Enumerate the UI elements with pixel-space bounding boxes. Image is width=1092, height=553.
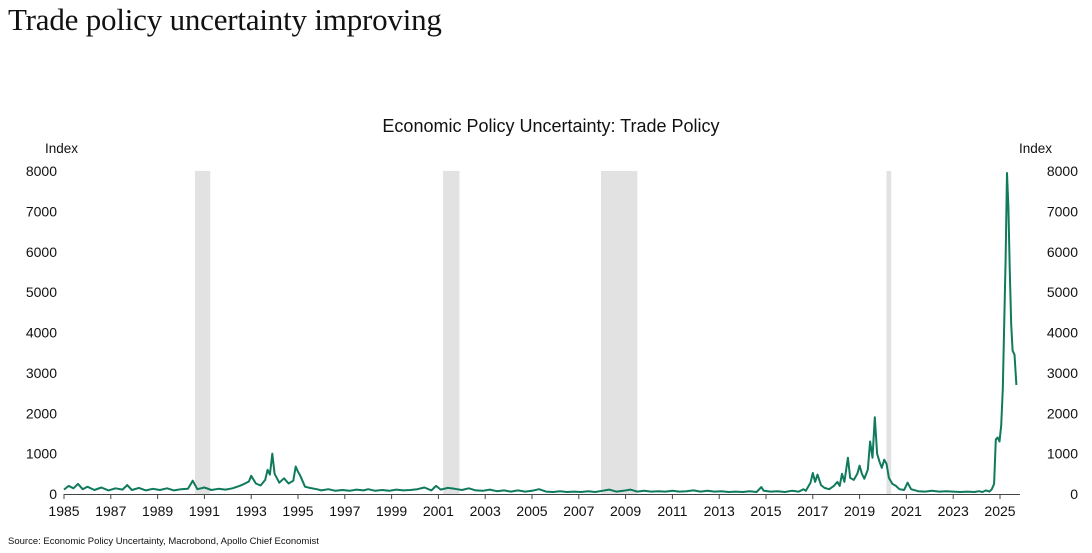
recession-band-1 (443, 171, 460, 494)
x-tick-label: 1993 (236, 503, 267, 519)
x-tick-label: 2025 (984, 503, 1015, 519)
y-tick-label-left: 5000 (26, 284, 57, 300)
series-layer (63, 172, 1018, 493)
right-y-ticks: 0 1000 2000 3000 4000 5000 6000 7000 8000 (1047, 163, 1078, 502)
right-axis-label: Index (1019, 141, 1052, 156)
x-tick-label: 1985 (48, 503, 79, 519)
left-axis-label: Index (45, 141, 78, 156)
y-tick-label-left: 3000 (26, 365, 57, 381)
y-tick-label-left: 6000 (26, 244, 57, 260)
x-tick-label: 1997 (329, 503, 360, 519)
y-tick-label-right: 3000 (1047, 365, 1078, 381)
recession-band-3 (886, 171, 892, 494)
x-tick-label: 2019 (844, 503, 875, 519)
x-tick-label: 2003 (470, 503, 501, 519)
y-tick-label-right: 0 (1070, 486, 1078, 502)
x-tick-label: 2005 (516, 503, 547, 519)
y-tick-label-left: 8000 (26, 163, 57, 179)
y-tick-label-right: 6000 (1047, 244, 1078, 260)
x-tick-label: 2015 (750, 503, 781, 519)
page-headline: Trade policy uncertainty improving (8, 2, 442, 37)
recession-band-0 (195, 171, 211, 494)
y-tick-label-left: 2000 (26, 405, 57, 421)
y-tick-label-right: 5000 (1047, 284, 1078, 300)
x-tick-label: 1987 (95, 503, 126, 519)
y-tick-label-left: 0 (49, 486, 57, 502)
x-tick-label: 2001 (423, 503, 454, 519)
y-tick-label-left: 1000 (26, 446, 57, 462)
x-tick-label: 2021 (891, 503, 922, 519)
x-tick-label: 2007 (563, 503, 594, 519)
y-tick-label-right: 4000 (1047, 325, 1078, 341)
y-tick-label-left: 7000 (26, 203, 57, 219)
x-tick-label: 2017 (797, 503, 828, 519)
y-tick-label-right: 2000 (1047, 405, 1078, 421)
x-tick-label: 1991 (189, 503, 220, 519)
recession-bands (195, 171, 892, 494)
left-y-ticks: 0 1000 2000 3000 4000 5000 6000 7000 8000 (26, 163, 57, 502)
series-line-0 (63, 172, 1018, 493)
x-tick-label: 2013 (704, 503, 735, 519)
x-tick-label: 1995 (282, 503, 313, 519)
y-tick-label-right: 8000 (1047, 163, 1078, 179)
y-tick-label-right: 1000 (1047, 446, 1078, 462)
recession-band-2 (601, 171, 638, 494)
x-tick-label: 2023 (938, 503, 969, 519)
x-tick-label: 1999 (376, 503, 407, 519)
source-note: Source: Economic Policy Uncertainty, Mac… (8, 536, 319, 547)
x-tick-label: 2009 (610, 503, 641, 519)
y-tick-label-left: 4000 (26, 325, 57, 341)
x-tick-label: 1989 (142, 503, 173, 519)
x-tick-label: 2011 (657, 503, 687, 519)
y-tick-label-right: 7000 (1047, 203, 1078, 219)
chart-title: Economic Policy Uncertainty: Trade Polic… (382, 116, 719, 136)
x-ticks: 1985 1987 1989 1991 1993 1995 1997 1999 2001 2003… (48, 494, 1016, 519)
